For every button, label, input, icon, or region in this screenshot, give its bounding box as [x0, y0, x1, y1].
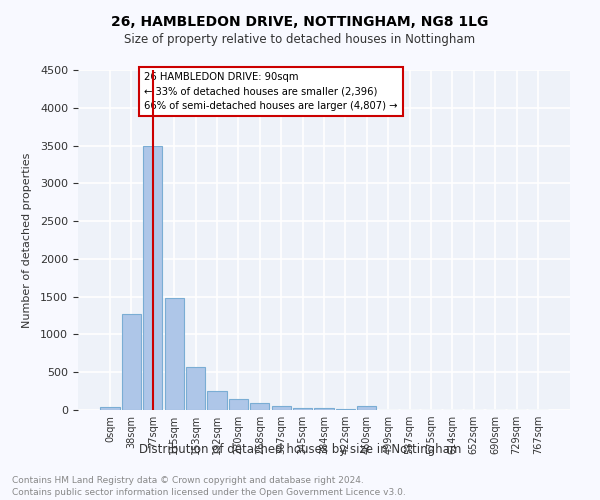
- Bar: [250, 403, 269, 410]
- Bar: [336, 409, 355, 410]
- Text: 26 HAMBLEDON DRIVE: 90sqm
← 33% of detached houses are smaller (2,396)
66% of se: 26 HAMBLEDON DRIVE: 90sqm ← 33% of detac…: [145, 72, 398, 112]
- Bar: [186, 367, 205, 410]
- Bar: [122, 314, 141, 410]
- Bar: [164, 298, 184, 410]
- Bar: [100, 407, 119, 410]
- Text: Contains public sector information licensed under the Open Government Licence v3: Contains public sector information licen…: [12, 488, 406, 497]
- Text: Distribution of detached houses by size in Nottingham: Distribution of detached houses by size …: [139, 442, 461, 456]
- Bar: [272, 406, 291, 410]
- Text: Size of property relative to detached houses in Nottingham: Size of property relative to detached ho…: [124, 32, 476, 46]
- Bar: [357, 406, 376, 410]
- Bar: [229, 400, 248, 410]
- Text: 26, HAMBLEDON DRIVE, NOTTINGHAM, NG8 1LG: 26, HAMBLEDON DRIVE, NOTTINGHAM, NG8 1LG: [112, 15, 488, 29]
- Bar: [314, 408, 334, 410]
- Bar: [293, 408, 312, 410]
- Bar: [208, 391, 227, 410]
- Y-axis label: Number of detached properties: Number of detached properties: [22, 152, 32, 328]
- Bar: [143, 146, 163, 410]
- Text: Contains HM Land Registry data © Crown copyright and database right 2024.: Contains HM Land Registry data © Crown c…: [12, 476, 364, 485]
